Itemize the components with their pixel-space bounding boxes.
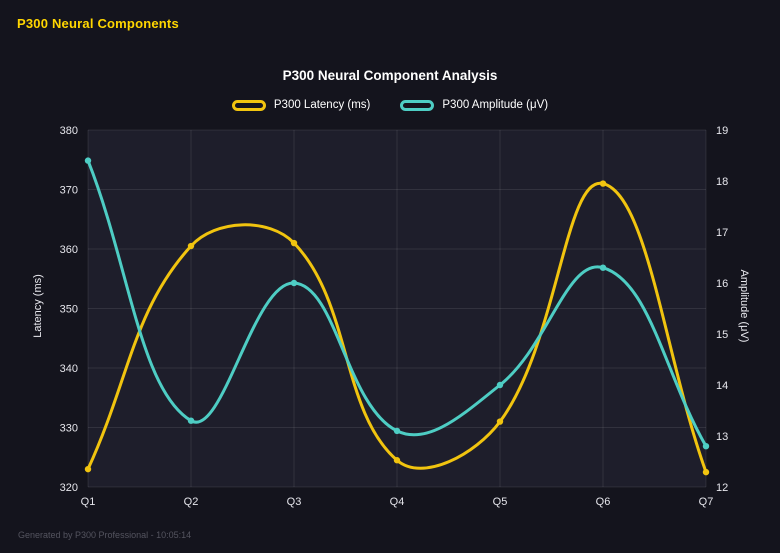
- x-axis-tick-label: Q5: [493, 496, 508, 508]
- legend-item-latency[interactable]: P300 Latency (ms): [231, 99, 371, 111]
- left-axis-tick-label: 380: [60, 125, 78, 137]
- right-axis-tick-label: 15: [716, 329, 728, 341]
- data-point[interactable]: [187, 242, 195, 250]
- data-point[interactable]: [393, 457, 401, 464]
- x-axis-tick-label: Q3: [287, 496, 302, 508]
- left-axis-tick-label: 320: [60, 482, 78, 494]
- right-axis-tick-label: 14: [716, 380, 728, 392]
- legend-label-latency: P300 Latency (ms): [273, 99, 371, 111]
- legend-item-amplitude[interactable]: P300 Amplitude (μV): [400, 99, 548, 111]
- data-point[interactable]: [599, 180, 607, 187]
- right-axis-tick-label: 19: [716, 125, 728, 137]
- chart-legend: P300 Latency (ms) P300 Amplitude (μV): [0, 99, 780, 111]
- chart-title: P300 Neural Component Analysis: [282, 68, 498, 83]
- legend-label-amplitude: P300 Amplitude (μV): [442, 99, 549, 111]
- x-axis-tick-label: Q1: [81, 496, 96, 508]
- footer-status: Generated by P300 Professional - 10:05:1…: [18, 530, 192, 540]
- right-axis-tick-label: 13: [716, 431, 728, 443]
- x-axis-tick-label: Q4: [390, 496, 405, 508]
- data-point[interactable]: [187, 417, 195, 424]
- right-axis-tick-label: 17: [716, 227, 728, 239]
- left-axis-tick-label: 360: [60, 244, 78, 256]
- data-point[interactable]: [496, 418, 504, 425]
- data-point[interactable]: [84, 465, 92, 473]
- x-axis-tick-label: Q6: [596, 496, 611, 508]
- page-title: P300 Neural Components: [17, 16, 179, 31]
- data-point[interactable]: [599, 264, 607, 271]
- data-point[interactable]: [84, 157, 92, 164]
- data-point[interactable]: [496, 381, 504, 389]
- left-axis-tick-label: 340: [60, 363, 78, 375]
- right-axis-tick-label: 16: [716, 278, 728, 290]
- plot-area: [88, 130, 706, 487]
- left-axis-tick-label: 350: [60, 304, 78, 316]
- right-axis-tick-label: 12: [716, 482, 728, 494]
- data-point[interactable]: [290, 279, 298, 287]
- left-axis-tick-label: 330: [60, 423, 78, 435]
- right-axis-tick-label: 18: [716, 176, 728, 188]
- latency-series-swatch: [231, 99, 266, 111]
- x-axis-tick-label: Q7: [699, 496, 714, 508]
- left-axis-tick-label: 370: [60, 185, 78, 197]
- data-point[interactable]: [393, 427, 401, 435]
- x-axis-tick-label: Q2: [184, 496, 199, 508]
- amplitude-series-swatch: [400, 99, 435, 111]
- data-point[interactable]: [702, 443, 710, 450]
- data-point[interactable]: [702, 468, 710, 476]
- data-point[interactable]: [290, 239, 298, 247]
